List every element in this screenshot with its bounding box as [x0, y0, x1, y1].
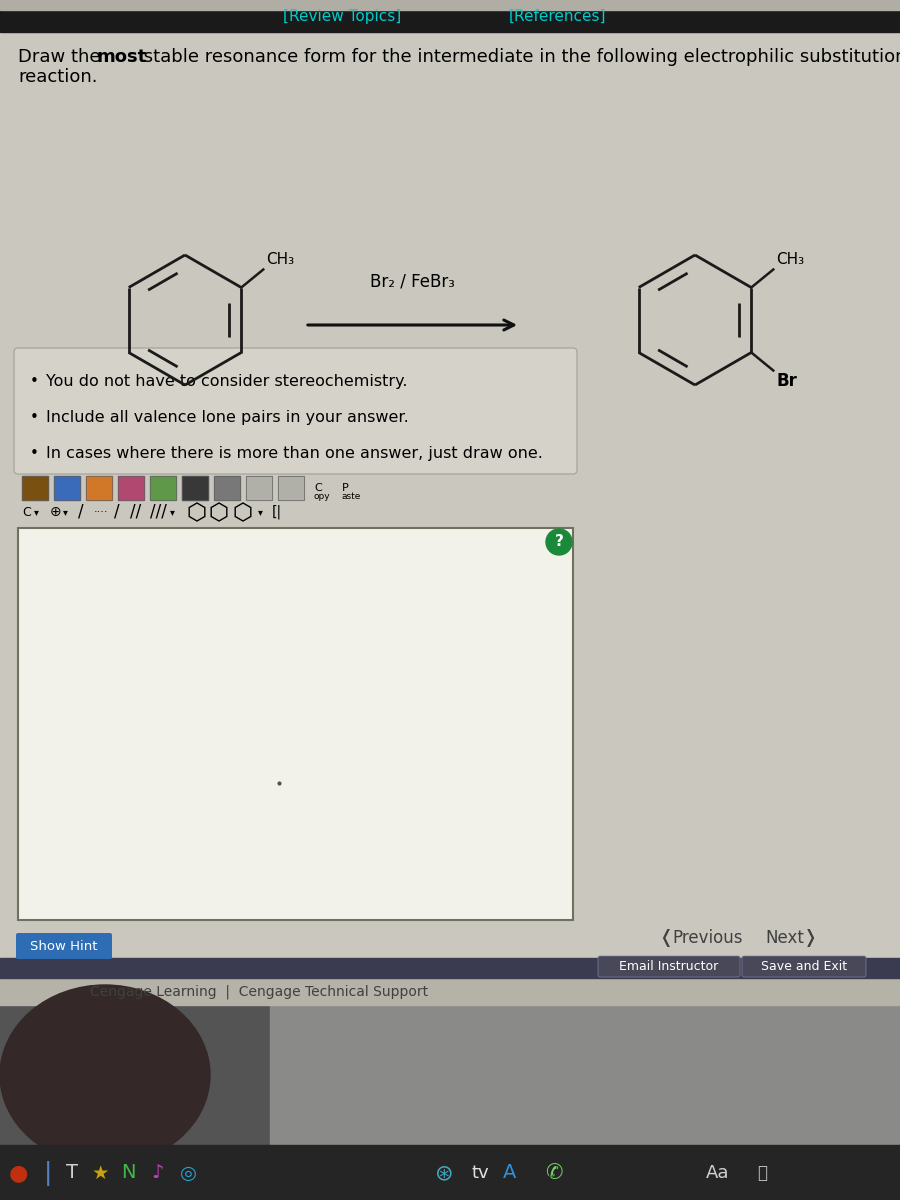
Text: In cases where there is more than one answer, just draw one.: In cases where there is more than one an…: [46, 446, 543, 461]
Text: Draw the: Draw the: [18, 48, 106, 66]
Text: C: C: [314, 482, 322, 493]
Bar: [182, 476, 208, 500]
Text: ····: ····: [94, 506, 109, 517]
Text: most: most: [97, 48, 148, 66]
Text: ///: ///: [150, 503, 166, 521]
Text: /: /: [114, 503, 120, 521]
Text: A: A: [503, 1164, 517, 1182]
Bar: [22, 476, 48, 500]
Bar: [0, 978, 900, 1006]
Text: Previous: Previous: [672, 929, 742, 947]
Text: ▾: ▾: [63, 506, 68, 517]
Bar: [22, 476, 48, 500]
Bar: [214, 476, 240, 500]
Text: ✆: ✆: [545, 1163, 562, 1183]
Text: ▾: ▾: [258, 506, 263, 517]
Text: ▾: ▾: [170, 506, 175, 517]
Bar: [18, 528, 573, 920]
Bar: [118, 476, 144, 500]
Text: C: C: [22, 505, 31, 518]
Text: ❭: ❭: [803, 929, 818, 947]
FancyBboxPatch shape: [16, 934, 112, 959]
Text: reaction.: reaction.: [18, 68, 97, 86]
Bar: [246, 476, 272, 500]
Text: ★: ★: [91, 1164, 109, 1182]
Text: ●: ●: [8, 1163, 28, 1183]
Text: ❬: ❬: [658, 929, 673, 947]
Text: [Review Topics]: [Review Topics]: [283, 8, 401, 24]
Bar: [54, 476, 80, 500]
Text: Cengage Learning  |  Cengage Technical Support: Cengage Learning | Cengage Technical Sup…: [90, 985, 428, 1000]
Bar: [0, 958, 900, 978]
Bar: [150, 476, 176, 500]
Bar: [54, 476, 80, 500]
Text: Br: Br: [777, 372, 797, 390]
Text: T: T: [66, 1164, 78, 1182]
Text: •: •: [30, 410, 39, 425]
Bar: [0, 0, 900, 32]
Text: •: •: [30, 446, 39, 461]
Text: Aa: Aa: [706, 1164, 730, 1182]
Text: ⬜: ⬜: [757, 1164, 767, 1182]
Ellipse shape: [0, 985, 210, 1165]
Text: //: //: [130, 503, 141, 521]
Bar: [0, 1006, 900, 1145]
Bar: [118, 476, 144, 500]
Text: ⊕: ⊕: [50, 505, 61, 518]
Text: /: /: [78, 503, 84, 521]
Text: [References]: [References]: [509, 8, 607, 24]
Text: opy: opy: [314, 492, 330, 502]
Text: Next: Next: [765, 929, 804, 947]
Text: stable resonance form for the intermediate in the following electrophilic substi: stable resonance form for the intermedia…: [138, 48, 900, 66]
Text: Include all valence lone pairs in your answer.: Include all valence lone pairs in your a…: [46, 410, 409, 425]
Text: |: |: [44, 1160, 52, 1186]
Circle shape: [546, 529, 572, 554]
Bar: [86, 476, 112, 500]
Text: ▾: ▾: [34, 506, 39, 517]
Bar: [86, 476, 112, 500]
Text: N: N: [121, 1164, 135, 1182]
Text: Email Instructor: Email Instructor: [619, 960, 718, 973]
FancyBboxPatch shape: [598, 956, 740, 977]
Text: ?: ?: [554, 534, 563, 550]
Bar: [246, 476, 272, 500]
Bar: [150, 476, 176, 500]
FancyBboxPatch shape: [14, 348, 577, 474]
Text: CH₃: CH₃: [266, 252, 294, 268]
Text: [|: [|: [272, 505, 282, 520]
Bar: [182, 476, 208, 500]
FancyBboxPatch shape: [742, 956, 866, 977]
Text: ⊛: ⊛: [435, 1163, 454, 1183]
Text: Show Hint: Show Hint: [31, 940, 98, 953]
Text: aste: aste: [342, 492, 362, 502]
Text: Save and Exit: Save and Exit: [760, 960, 847, 973]
Bar: [214, 476, 240, 500]
Text: P: P: [342, 482, 349, 493]
Bar: [278, 476, 304, 500]
Bar: [278, 476, 304, 500]
Text: You do not have to consider stereochemistry.: You do not have to consider stereochemis…: [46, 374, 408, 389]
Text: Br₂ / FeBr₃: Br₂ / FeBr₃: [370, 272, 454, 290]
Text: tv: tv: [472, 1164, 489, 1182]
Bar: [0, 1145, 900, 1200]
Text: •: •: [30, 374, 39, 389]
Text: ◎: ◎: [179, 1164, 196, 1182]
Text: ♪: ♪: [152, 1164, 164, 1182]
Text: CH₃: CH₃: [777, 252, 805, 268]
Bar: [0, 0, 900, 10]
Bar: [270, 1006, 900, 1145]
